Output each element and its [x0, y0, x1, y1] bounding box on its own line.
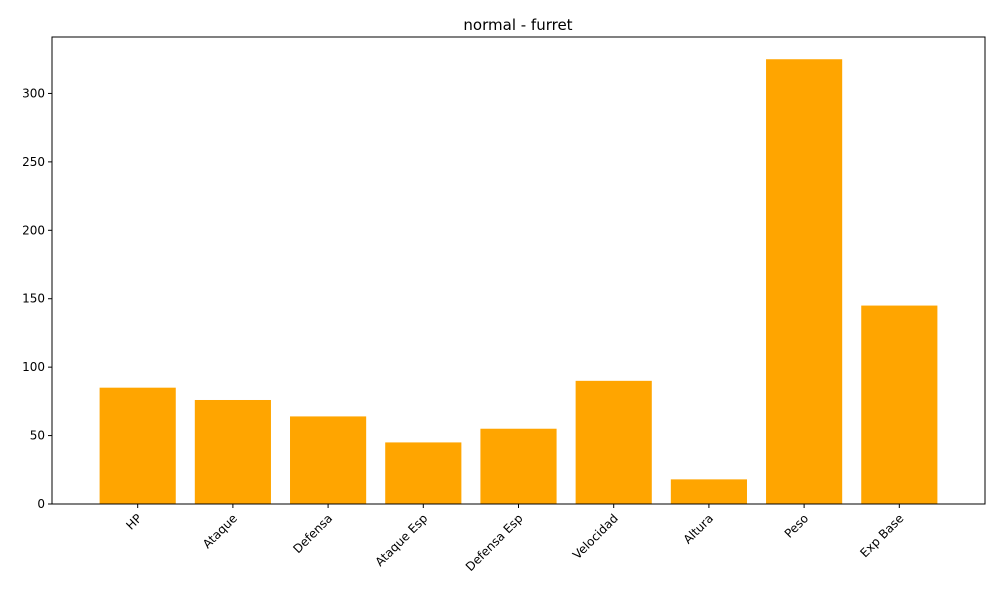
y-tick-label: 0 — [37, 497, 45, 511]
bar-ataque — [194, 399, 271, 504]
x-tick-label: Exp Base — [857, 511, 906, 560]
y-tick-label: 200 — [22, 223, 45, 237]
bar-ataque-esp — [385, 442, 462, 504]
x-tick-label: Altura — [681, 511, 716, 546]
y-axis: 0 50 100 150 200 250 300 — [22, 86, 52, 511]
y-tick-label: 250 — [22, 155, 45, 169]
y-tick-label: 100 — [22, 360, 45, 374]
bar-velocidad — [575, 380, 652, 504]
y-tick-label: 50 — [30, 429, 45, 443]
y-tick-label: 300 — [22, 86, 45, 100]
bar-hp — [99, 387, 176, 504]
x-tick-label: Defensa — [290, 511, 335, 556]
x-tick-label: HP — [123, 511, 144, 532]
x-axis: HP Ataque Defensa Ataque Esp Defensa Esp Velo… — [123, 504, 906, 574]
bar-altura — [670, 479, 747, 504]
x-tick-label: Peso — [782, 511, 812, 541]
x-tick-label: Ataque Esp — [372, 511, 430, 569]
x-tick-label: Velocidad — [570, 511, 621, 562]
plot-frame — [51, 36, 986, 505]
bars-group — [99, 59, 938, 504]
x-tick-label: Defensa Esp — [463, 511, 526, 574]
bar-defensa-esp — [480, 428, 557, 504]
x-tick-label: Ataque — [200, 511, 240, 551]
y-tick-label: 150 — [22, 292, 45, 306]
chart-title: normal - furret — [463, 16, 572, 34]
bar-peso — [766, 59, 843, 504]
bar-defensa — [290, 416, 367, 504]
bar-exp-base — [861, 305, 938, 504]
